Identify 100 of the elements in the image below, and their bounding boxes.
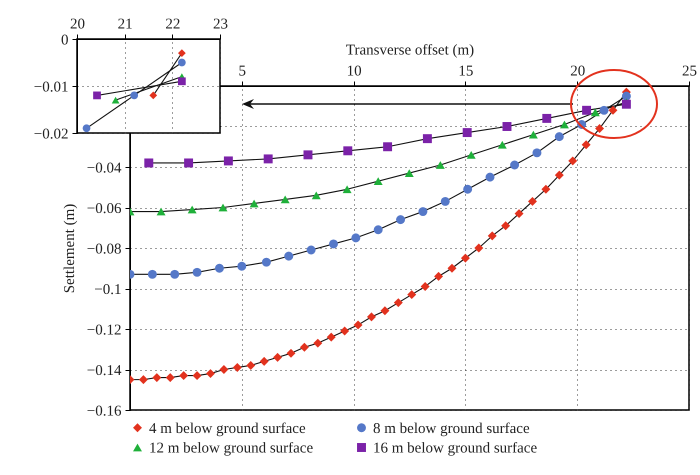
x-tick-label: 21 bbox=[118, 16, 133, 32]
point bbox=[286, 348, 296, 358]
point bbox=[542, 114, 552, 123]
point bbox=[192, 371, 202, 380]
point bbox=[374, 225, 383, 234]
point bbox=[351, 233, 360, 242]
point bbox=[374, 177, 383, 186]
y-tick-label: −0.01 bbox=[34, 80, 68, 96]
point bbox=[218, 204, 228, 212]
point bbox=[448, 264, 456, 273]
point bbox=[188, 206, 197, 214]
point bbox=[152, 373, 162, 382]
point bbox=[138, 375, 148, 384]
point bbox=[156, 208, 166, 216]
point bbox=[340, 326, 350, 336]
point bbox=[326, 332, 336, 342]
point bbox=[82, 124, 90, 132]
point bbox=[590, 108, 600, 116]
point bbox=[462, 128, 472, 138]
point bbox=[510, 160, 520, 170]
point bbox=[502, 122, 512, 131]
point bbox=[264, 154, 273, 164]
x-tick-label: 25 bbox=[682, 64, 697, 80]
point bbox=[380, 306, 390, 316]
y-tick-label: −0.12 bbox=[86, 322, 122, 338]
point bbox=[262, 258, 271, 267]
x-tick-label: 20 bbox=[70, 16, 85, 32]
point bbox=[313, 338, 322, 348]
legend-label: 8 m below ground surface bbox=[373, 420, 530, 437]
point bbox=[463, 184, 472, 194]
point bbox=[434, 272, 444, 281]
x-tick-label: 20 bbox=[570, 64, 586, 80]
point bbox=[367, 312, 376, 322]
x-axis-title: Transverse offset (m) bbox=[346, 42, 474, 58]
y-axis-title: Settlement (m) bbox=[62, 204, 78, 294]
point bbox=[466, 150, 476, 159]
point bbox=[232, 363, 242, 372]
point bbox=[304, 150, 312, 160]
point bbox=[514, 209, 524, 218]
x-tick-label: 22 bbox=[165, 16, 180, 32]
point bbox=[149, 92, 158, 100]
point bbox=[560, 120, 569, 128]
point bbox=[541, 184, 550, 194]
point bbox=[528, 196, 537, 206]
point bbox=[460, 254, 470, 263]
point bbox=[184, 158, 194, 168]
point bbox=[260, 356, 269, 366]
point bbox=[436, 161, 445, 169]
point bbox=[420, 282, 430, 291]
point bbox=[488, 231, 497, 240]
point bbox=[306, 246, 316, 254]
y-tick-label: −0.1 bbox=[94, 282, 122, 298]
point bbox=[246, 360, 256, 370]
point bbox=[206, 369, 215, 378]
point bbox=[144, 158, 154, 168]
x-tick-label: 10 bbox=[346, 64, 362, 80]
point bbox=[440, 196, 450, 206]
point bbox=[486, 172, 494, 182]
point bbox=[418, 207, 428, 216]
point bbox=[383, 142, 392, 152]
x-tick-label: 23 bbox=[213, 16, 228, 32]
point bbox=[329, 239, 338, 248]
point bbox=[148, 270, 157, 279]
point bbox=[532, 148, 542, 158]
y-tick-label: 0 bbox=[61, 32, 68, 48]
point bbox=[170, 270, 180, 279]
point bbox=[312, 191, 321, 200]
point bbox=[394, 298, 403, 308]
point bbox=[554, 170, 564, 180]
x-tick-label: 15 bbox=[458, 64, 474, 80]
legend-label: 4 m below ground surface bbox=[149, 420, 306, 437]
point bbox=[474, 244, 484, 252]
point bbox=[237, 262, 246, 271]
point bbox=[250, 200, 259, 208]
point bbox=[343, 146, 352, 156]
point bbox=[595, 124, 604, 133]
point bbox=[407, 290, 416, 300]
point bbox=[178, 58, 186, 66]
point bbox=[622, 100, 631, 109]
point bbox=[166, 373, 175, 382]
point bbox=[93, 92, 101, 100]
point bbox=[422, 134, 432, 144]
point bbox=[554, 132, 564, 142]
x-tick-label: 5 bbox=[238, 64, 246, 80]
legend-label: 12 m below ground surface bbox=[149, 440, 314, 456]
point bbox=[622, 92, 631, 101]
y-tick-label: −0.14 bbox=[86, 363, 122, 379]
point bbox=[178, 49, 186, 57]
point bbox=[582, 140, 591, 150]
y-tick-label: −0.02 bbox=[34, 126, 68, 142]
point bbox=[224, 156, 233, 166]
point bbox=[280, 196, 290, 204]
point bbox=[501, 221, 510, 230]
legend-label: 16 m below ground surface bbox=[373, 440, 538, 456]
point bbox=[300, 342, 309, 352]
point bbox=[219, 365, 228, 374]
point bbox=[528, 130, 538, 138]
y-tick-label: −0.16 bbox=[86, 404, 122, 420]
point bbox=[568, 156, 578, 166]
point bbox=[342, 185, 352, 194]
